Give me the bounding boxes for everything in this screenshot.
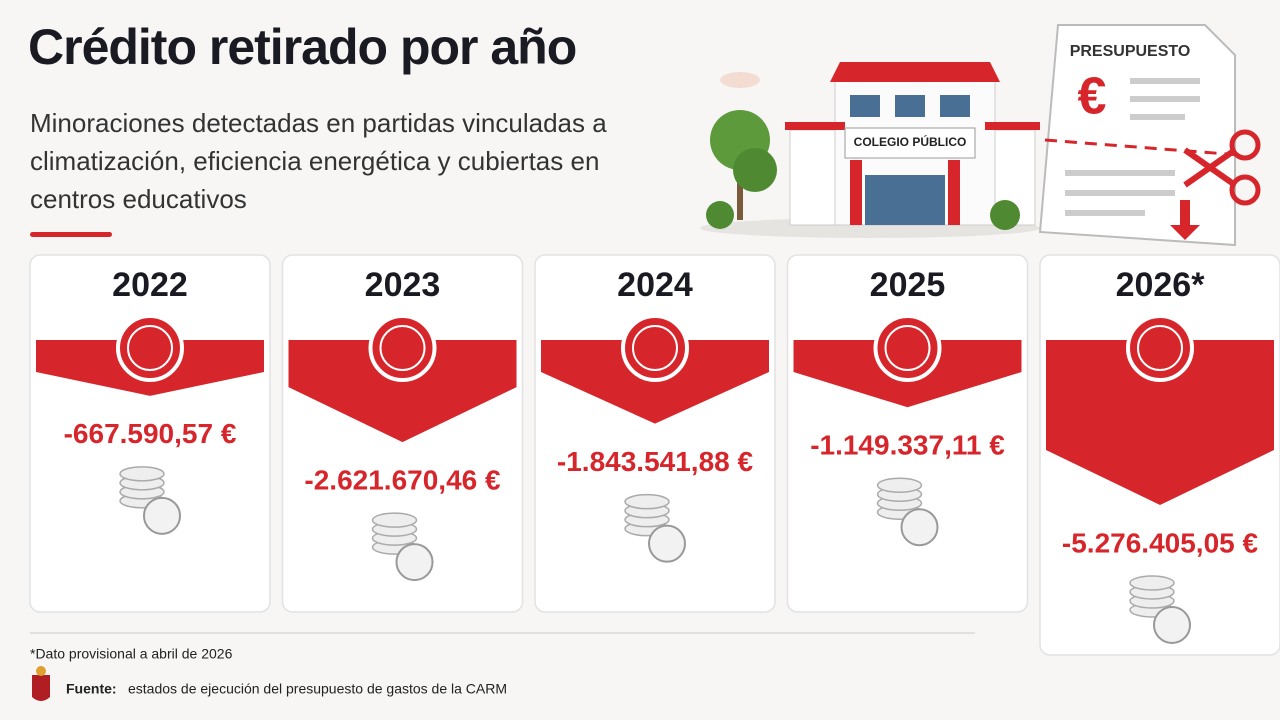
- coin-front: [143, 496, 181, 535]
- coin-front: [900, 508, 939, 547]
- source-text: estados de ejecución del presupuesto de …: [128, 681, 507, 697]
- year-label: 2026*: [1116, 266, 1206, 304]
- coin: [1129, 575, 1175, 591]
- year-label: 2025: [870, 266, 946, 304]
- coin: [624, 493, 670, 510]
- value-label: -2.621.670,46 €: [304, 464, 501, 495]
- school-illustration: COLEGIO PÚBLICO: [700, 62, 1040, 238]
- source-label: Fuente:: [66, 681, 117, 697]
- category-icon-ring: [884, 325, 931, 371]
- year-card: 2022 -667.590,57 €: [29, 254, 271, 613]
- coin-front: [395, 543, 434, 582]
- coin: [876, 477, 923, 493]
- budget-document: PRESUPUESTO €: [1038, 24, 1261, 247]
- reduction-chevron: [288, 340, 517, 443]
- card-background: [534, 254, 776, 613]
- accent-rule: [30, 232, 112, 237]
- region-emblem: [32, 666, 50, 701]
- year-card: 2025 -1.149.337,11 €: [786, 254, 1029, 613]
- title: Crédito retirado por año: [28, 19, 577, 75]
- year-label: 2022: [112, 266, 188, 304]
- value-label: -1.149.337,11 €: [810, 430, 1005, 461]
- coin: [119, 466, 165, 482]
- value-label: -1.843.541,88 €: [557, 446, 754, 477]
- year-card: 2023 -2.621.670,46 €: [281, 254, 524, 613]
- value-label: -667.590,57 €: [64, 418, 237, 449]
- footnote: *Dato provisional a abril de 2026: [30, 646, 233, 662]
- category-icon-ring: [379, 325, 426, 371]
- coin-front: [1153, 606, 1191, 644]
- coin: [371, 512, 418, 528]
- year-card: 2026* -5.276.405,05 €: [1039, 254, 1280, 656]
- year-label: 2024: [617, 266, 693, 304]
- year-card: 2024 -1.843.541,88 €: [534, 254, 776, 613]
- document-title: PRESUPUESTO: [1070, 43, 1191, 60]
- school-sign: COLEGIO PÚBLICO: [854, 134, 967, 149]
- year-label: 2023: [365, 266, 441, 304]
- category-icon-ring: [127, 325, 173, 371]
- category-icon-ring: [1137, 325, 1183, 371]
- subtitle: Minoraciones detectadas en partidas vinc…: [30, 108, 607, 214]
- document-currency: €: [1078, 68, 1107, 126]
- coin-front: [648, 524, 686, 563]
- reduction-chevron: [1046, 340, 1274, 505]
- value-label: -5.276.405,05 €: [1062, 527, 1259, 558]
- category-icon-ring: [632, 325, 678, 371]
